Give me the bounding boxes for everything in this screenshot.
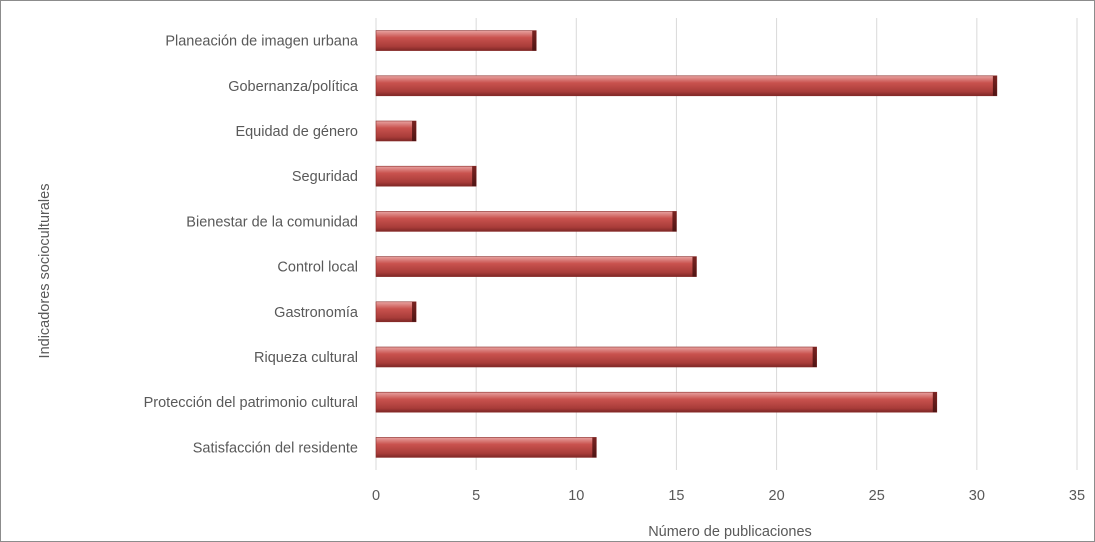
category-label: Gastronomía (274, 305, 359, 321)
bar-group (375, 211, 677, 232)
x-tick-label: 0 (372, 488, 380, 504)
category-label: Protección del patrimonio cultural (144, 395, 358, 411)
bar (375, 120, 417, 142)
x-tick-label: 35 (1069, 488, 1085, 504)
x-tick-labels: 0 5 10 15 20 25 30 35 (372, 488, 1085, 504)
category-labels: Planeación de imagen urbana Gobernanza/po… (144, 34, 359, 457)
category-label: Gobernanza/política (228, 79, 359, 95)
bar-end-cap (412, 121, 417, 141)
x-tick-label: 20 (769, 488, 785, 504)
bar (375, 75, 998, 97)
bar-group (375, 75, 998, 97)
bar-end-cap (532, 30, 537, 51)
category-label: Seguridad (292, 169, 358, 185)
bar-group (375, 120, 417, 142)
bar-end-cap (592, 437, 597, 458)
bar (375, 165, 477, 187)
bar-group (375, 346, 817, 368)
bar-end-cap (672, 211, 677, 232)
bar-group (375, 437, 597, 458)
bar-group (375, 391, 938, 413)
y-axis-title: Indicadores socioculturales (37, 184, 53, 359)
bar-end-cap (412, 301, 417, 322)
bar-group (375, 165, 477, 187)
category-label: Planeación de imagen urbana (165, 34, 359, 50)
x-tick-label: 15 (668, 488, 684, 504)
bar-end-cap (692, 256, 697, 277)
x-tick-label: 10 (568, 488, 584, 504)
bar (375, 211, 677, 232)
x-tick-label: 30 (969, 488, 985, 504)
category-label: Equidad de género (235, 124, 358, 140)
bar-end-cap (992, 75, 997, 96)
x-axis-title: Número de publicaciones (648, 524, 812, 540)
category-label: Riqueza cultural (254, 350, 358, 366)
bar-end-cap (812, 347, 817, 367)
category-label: Bienestar de la comunidad (186, 214, 358, 230)
bar (375, 301, 417, 323)
category-label: Control local (277, 260, 358, 276)
bar-end-cap (932, 392, 937, 413)
bar (375, 391, 938, 413)
category-label: Satisfacción del residente (193, 440, 358, 456)
bar (375, 256, 697, 277)
bar (375, 437, 597, 458)
bar (375, 346, 817, 368)
bar (375, 30, 537, 51)
bar-group (375, 30, 537, 51)
bars (375, 30, 998, 458)
x-tick-label: 25 (869, 488, 885, 504)
bar-group (375, 256, 697, 277)
bar-end-cap (472, 166, 477, 187)
x-tick-label: 5 (472, 488, 480, 504)
bar-group (375, 301, 417, 323)
